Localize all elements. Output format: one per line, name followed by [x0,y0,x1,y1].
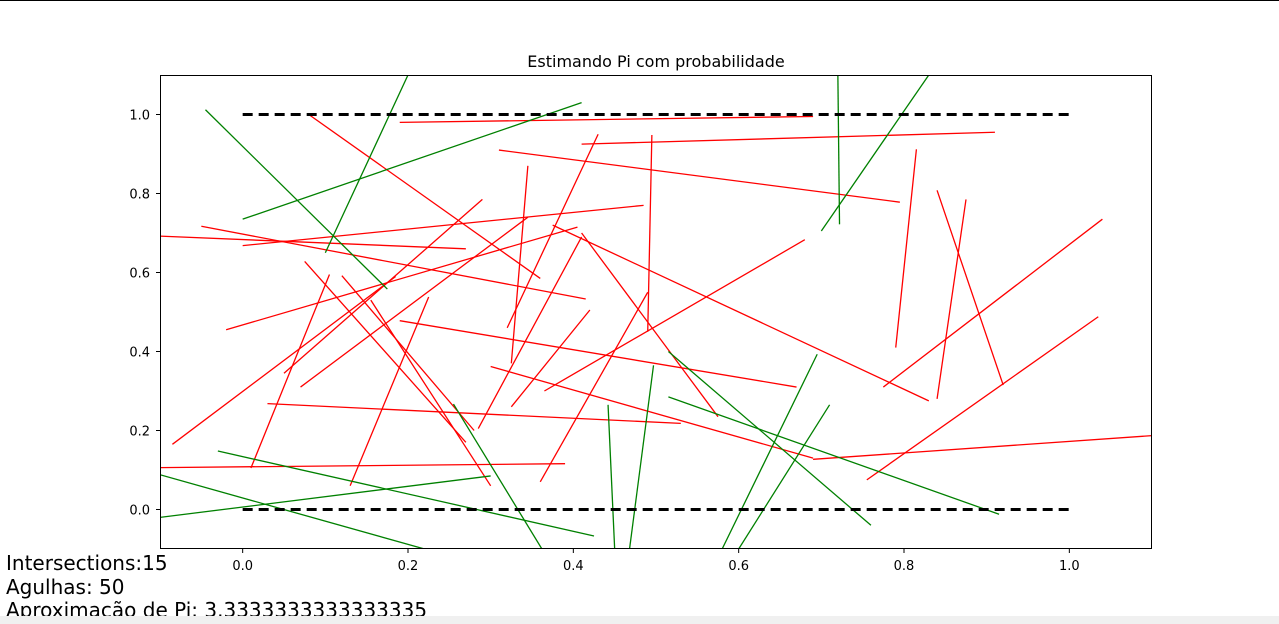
needle [936,199,967,399]
needle [506,133,599,329]
needle [490,365,814,459]
needle [581,131,995,145]
needles-layer [160,75,1152,549]
y-tick-label: 1.0 [129,109,150,124]
needle [160,463,566,469]
plot-frame [160,75,1152,549]
needle [552,224,930,402]
y-tick-label: 0.0 [129,504,150,519]
needle [813,434,1152,460]
needle [370,299,492,487]
needle [225,226,578,331]
needle-intersecting [324,75,409,254]
needle-intersecting [452,403,543,549]
chart-title: Estimando Pi com probabilidade [527,52,784,71]
bottom-strip [0,616,1279,624]
needle [267,402,681,425]
needle-intersecting [607,404,616,549]
needle [539,291,649,483]
needle-intersecting [205,109,388,290]
needle [242,204,644,247]
needle [341,275,475,431]
needle [477,236,583,429]
y-tick-label: 0.4 [129,346,150,361]
needle [399,115,814,124]
y-tick-label: 0.2 [129,425,150,440]
y-axis: 0.0 0.2 0.4 0.6 0.8 1.0 [129,109,160,519]
x-tick-label: 0.6 [728,559,749,574]
needle-intersecting [160,475,491,519]
needle [201,225,586,300]
needle [510,165,529,364]
needle-intersecting [668,396,1000,515]
needle [882,218,1103,388]
needle-intersecting [628,365,655,549]
needle [498,149,900,203]
needle [160,235,466,250]
needle [647,135,653,332]
x-tick-label: 0.0 [232,559,253,574]
needle [349,296,430,487]
needle [300,216,529,388]
needle-intersecting [738,404,831,549]
needle [308,113,541,279]
reference-lines [242,113,1070,511]
needle [250,274,331,469]
needle [304,261,467,443]
needle [936,190,1004,386]
needle [581,232,719,418]
intersections-count: Intersections:15 [6,551,168,575]
y-tick-label: 0.8 [129,188,150,203]
needle [895,149,918,348]
x-tick-label: 0.4 [563,559,584,574]
y-tick-label: 0.6 [129,267,150,282]
x-tick-label: 1.0 [1059,559,1080,574]
needle [544,239,806,392]
top-border [0,0,1279,1]
needle-intersecting [837,75,841,225]
needle-intersecting [217,450,595,537]
needle-intersecting [721,353,818,549]
needle [399,320,797,388]
needle [866,316,1099,481]
x-tick-label: 0.2 [398,559,419,574]
needle-intersecting [820,75,930,232]
needle [510,309,591,408]
x-tick-label: 0.8 [894,559,915,574]
needle [172,275,396,445]
needle-intersecting [667,351,872,526]
needles-count: Agulhas: 50 [6,575,125,599]
x-axis: 0.0 0.2 0.4 0.6 0.8 1.0 [232,549,1080,574]
needle-intersecting [160,474,425,549]
needle-intersecting [242,102,582,220]
